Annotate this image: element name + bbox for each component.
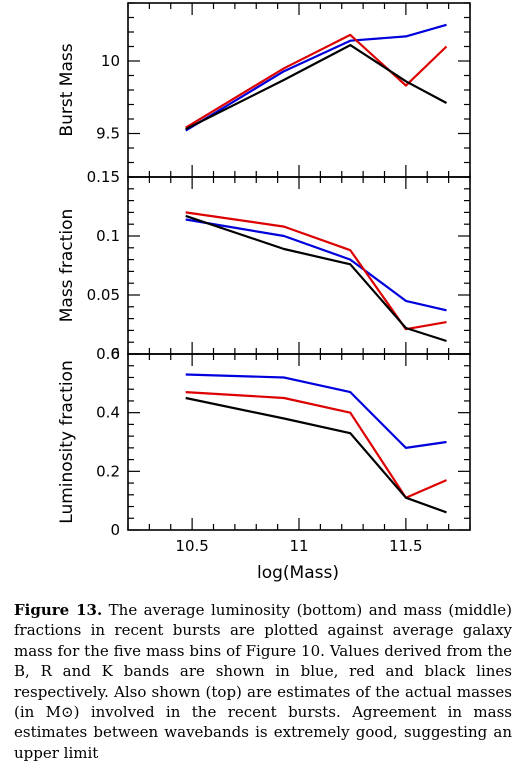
x-tick-label: 11.5 — [389, 537, 422, 555]
series-line-R-middle — [185, 211, 447, 331]
y-axis-label-middle: Mass fraction — [57, 209, 77, 323]
panel-middle: 0.15 0.1 0.05 0 Mass fraction — [57, 168, 471, 363]
x-axis-label: log(Mass) — [257, 563, 339, 583]
y-tick-label-middle: 0 — [110, 345, 120, 363]
x-tick-label: 10.5 — [175, 537, 208, 555]
y-axis-label-top: Burst Mass — [57, 43, 77, 136]
y-tick-label-top: 10 — [101, 52, 120, 70]
y-tick-label-bottom: 0.6 — [96, 345, 120, 363]
series-line-K-bottom — [185, 396, 447, 514]
series-line-K-top — [185, 43, 448, 131]
series-line-B-top — [185, 23, 447, 132]
y-axis-label-bottom: Luminosity fraction — [57, 360, 77, 523]
y-tick-label-bottom: 0 — [110, 521, 120, 539]
y-tick-label-middle: 0.1 — [96, 227, 120, 245]
caption-text: The average luminosity (bottom) and mass… — [14, 601, 512, 762]
y-tick-label-middle: 0.05 — [87, 286, 120, 304]
y-tick-label-bottom: 0.4 — [96, 404, 120, 422]
series-line-B-middle — [185, 218, 447, 312]
panel-frame-top — [127, 2, 471, 178]
y-tick-label-top: 9.5 — [96, 125, 120, 143]
series-line-B-bottom — [185, 373, 447, 449]
y-tick-label-bottom: 0.2 — [96, 462, 120, 480]
panel-top: 9.5 10 Burst Mass — [57, 2, 471, 178]
caption-label: Figure 13. — [14, 601, 103, 619]
y-tick-label-middle: 0.15 — [87, 168, 120, 186]
series-line-K-middle — [185, 214, 447, 343]
figure-caption: Figure 13. The average luminosity (botto… — [14, 600, 512, 763]
figure-chart: 9.5 10 Burst Mass 0.15 0.1 0.05 0 Mass fraction… — [57, 2, 471, 583]
series-line-R-bottom — [185, 391, 447, 499]
panel-bottom: 0.6 0.4 0.2 0 Luminosity fraction — [57, 345, 471, 539]
x-tick-label: 11 — [289, 537, 308, 555]
series-line-R-top — [185, 33, 448, 129]
